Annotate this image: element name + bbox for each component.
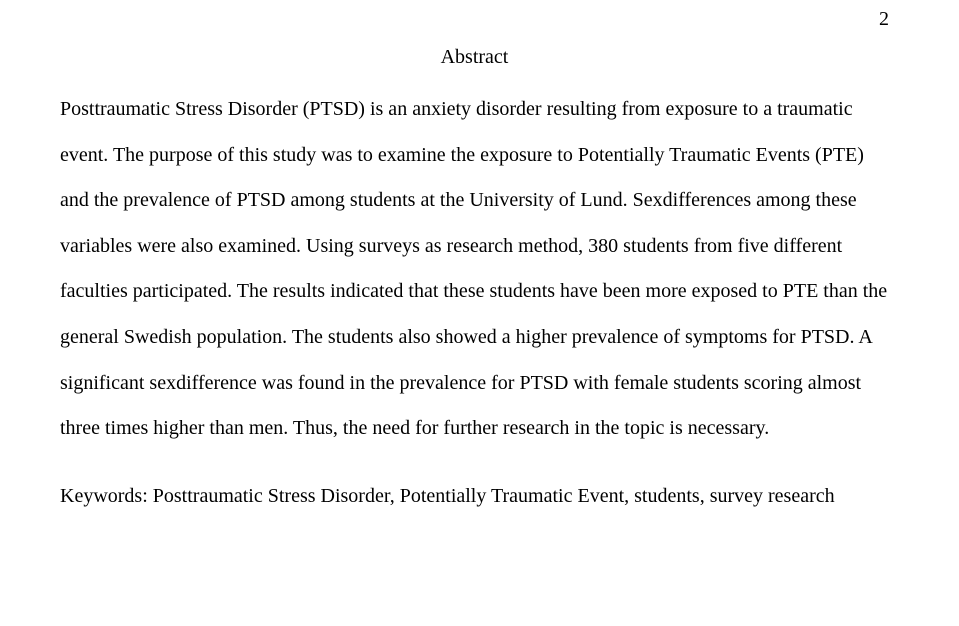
- abstract-body: Posttraumatic Stress Disorder (PTSD) is …: [60, 87, 889, 452]
- abstract-heading: Abstract: [60, 46, 889, 69]
- keywords-line: Keywords: Posttraumatic Stress Disorder,…: [60, 474, 889, 520]
- document-page: 2 Abstract Posttraumatic Stress Disorder…: [0, 0, 959, 626]
- page-number: 2: [879, 8, 889, 31]
